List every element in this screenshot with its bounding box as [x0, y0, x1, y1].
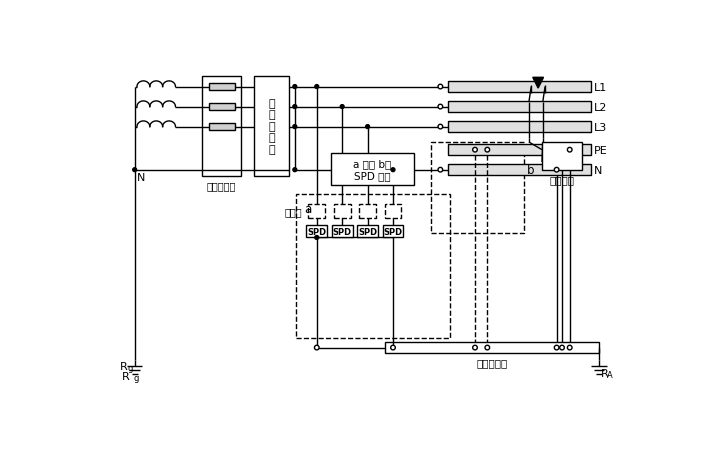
Bar — [308, 205, 325, 219]
Circle shape — [315, 236, 319, 240]
Bar — [448, 145, 592, 156]
Text: 설비인입구: 설비인입구 — [207, 181, 236, 191]
Bar — [448, 82, 592, 93]
Circle shape — [555, 168, 559, 173]
Text: L2: L2 — [594, 102, 607, 112]
Circle shape — [314, 346, 319, 350]
Bar — [331, 153, 414, 186]
Circle shape — [438, 105, 442, 110]
Bar — [254, 77, 289, 176]
Bar — [209, 84, 235, 91]
Circle shape — [132, 168, 137, 172]
Bar — [209, 123, 235, 131]
Bar — [334, 205, 350, 219]
Bar — [359, 205, 376, 219]
Circle shape — [473, 148, 477, 153]
Text: R: R — [601, 368, 609, 378]
Bar — [385, 342, 599, 353]
Text: PE: PE — [594, 146, 608, 155]
Text: 주접지단자: 주접지단자 — [476, 357, 508, 367]
Text: R: R — [122, 372, 130, 381]
Circle shape — [391, 346, 395, 350]
Circle shape — [438, 125, 442, 129]
Text: b: b — [526, 163, 534, 176]
Circle shape — [340, 106, 344, 109]
Bar — [306, 226, 327, 238]
Text: L1: L1 — [594, 82, 607, 92]
Circle shape — [568, 346, 572, 350]
Circle shape — [293, 168, 297, 172]
Text: SPD: SPD — [307, 227, 327, 236]
Text: 전자기기: 전자기기 — [550, 175, 575, 185]
Circle shape — [391, 168, 395, 172]
Circle shape — [560, 346, 564, 350]
Bar — [382, 226, 403, 238]
Text: g: g — [134, 373, 139, 382]
Circle shape — [485, 346, 489, 350]
Bar — [203, 77, 241, 176]
Text: 분리기: 분리기 — [285, 207, 303, 217]
Bar — [332, 226, 353, 238]
Bar — [542, 143, 582, 170]
Bar — [384, 205, 402, 219]
Polygon shape — [533, 78, 544, 89]
Circle shape — [473, 346, 477, 350]
Circle shape — [315, 85, 319, 89]
Bar — [448, 102, 592, 113]
Circle shape — [293, 85, 297, 89]
Circle shape — [568, 148, 572, 153]
Text: SPD: SPD — [358, 227, 377, 236]
Circle shape — [293, 106, 297, 109]
Circle shape — [555, 346, 559, 350]
Text: A: A — [607, 370, 613, 379]
Text: a 또는 b로
SPD 접지: a 또는 b로 SPD 접지 — [353, 159, 392, 180]
Circle shape — [438, 85, 442, 90]
Circle shape — [366, 125, 369, 129]
Text: 누
전
차
단
기: 누 전 차 단 기 — [268, 98, 274, 155]
Text: SPD: SPD — [332, 227, 352, 236]
Text: SPD: SPD — [384, 227, 403, 236]
Text: g: g — [127, 363, 133, 372]
Bar — [357, 226, 378, 238]
Bar — [296, 195, 450, 338]
Bar — [448, 122, 592, 133]
Bar — [448, 165, 592, 176]
Text: a: a — [304, 202, 311, 215]
Text: R: R — [120, 362, 127, 372]
Text: N: N — [137, 173, 146, 183]
Text: N: N — [594, 165, 602, 175]
Bar — [209, 103, 235, 111]
Circle shape — [293, 125, 297, 129]
Circle shape — [438, 168, 442, 173]
Circle shape — [485, 148, 489, 153]
Text: L3: L3 — [594, 122, 607, 132]
Bar — [431, 143, 523, 233]
